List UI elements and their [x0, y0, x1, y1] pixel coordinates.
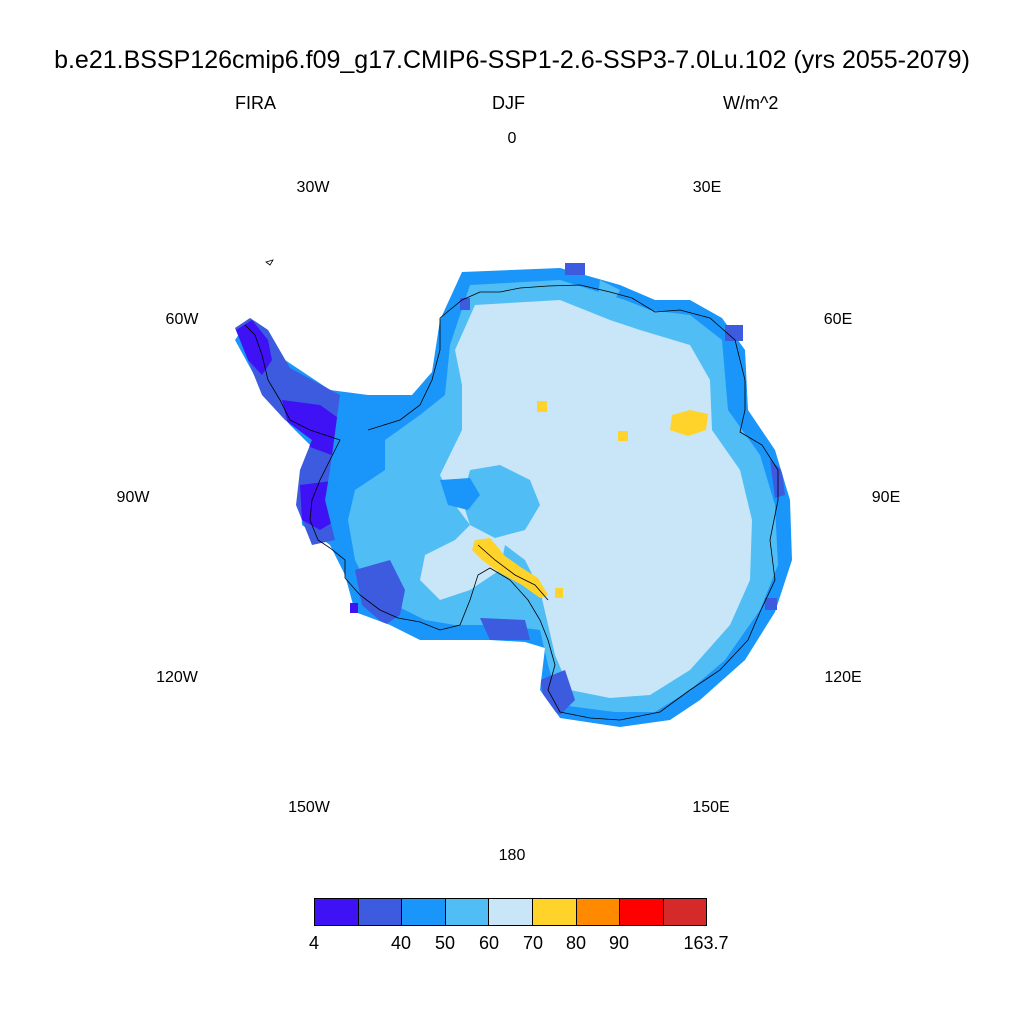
field-peninsula-base-dark — [282, 400, 340, 460]
field-peninsula-tip — [236, 320, 272, 375]
colorbar-swatch-2 — [357, 898, 403, 926]
colorbar-label-90: 90 — [608, 933, 630, 953]
field-coast-dark-3 — [725, 325, 743, 341]
lon-label-90w: 90W — [116, 489, 150, 506]
colorbar-swatch-9 — [662, 898, 708, 926]
lon-label-120e: 120E — [824, 669, 862, 686]
field-dark-patch-west — [355, 560, 405, 625]
colorbar-label-70: 70 — [522, 933, 544, 953]
lon-label-150e: 150E — [692, 799, 730, 816]
lon-label-60e: 60E — [823, 311, 853, 328]
variable-label: FIRA — [235, 93, 277, 113]
lon-label-180: 180 — [498, 847, 526, 864]
field-coast-dark-1 — [460, 298, 470, 310]
lon-label-90e: 90E — [871, 489, 901, 506]
colorbar-swatch-1 — [314, 898, 359, 926]
field-pole-patch-dark — [440, 478, 480, 510]
field-coast-patch — [598, 280, 620, 305]
colorbar-label-4: 4 — [308, 933, 320, 953]
colorbar-label-40: 40 — [390, 933, 412, 953]
colorbar-label-60: 60 — [478, 933, 500, 953]
colorbar-label-80: 80 — [565, 933, 587, 953]
field-island-dark — [350, 603, 358, 613]
colorbar-label-163-7: 163.7 — [683, 933, 729, 953]
colorbar-swatch-3 — [401, 898, 446, 926]
plot-title: b.e21.BSSP126cmip6.f09_g17.CMIP6-SSP1-2.… — [54, 46, 970, 74]
lon-label-0: 0 — [507, 130, 517, 147]
warm-cells — [472, 401, 708, 598]
lon-label-30e: 30E — [692, 179, 722, 196]
colorbar-swatch-7 — [575, 898, 621, 926]
colorbar-label-50: 50 — [434, 933, 456, 953]
coastline — [244, 259, 779, 721]
colorbar-swatch-6 — [532, 898, 577, 926]
lon-label-30w: 30W — [296, 179, 330, 196]
colorbar-swatch-5 — [488, 898, 533, 926]
units-label: W/m^2 — [723, 93, 779, 113]
colorbar-swatch-8 — [619, 898, 664, 926]
field-interior — [420, 300, 752, 698]
lon-label-120w: 120W — [156, 669, 198, 686]
lon-label-60w: 60W — [165, 311, 199, 328]
field-coast-dark-2 — [565, 263, 585, 275]
lon-label-150w: 150W — [288, 799, 330, 816]
colorbar-swatch-4 — [444, 898, 490, 926]
field-coast-dark-4 — [765, 598, 777, 610]
field-pole-patch — [462, 465, 540, 538]
season-label: DJF — [492, 93, 525, 113]
field-dark-patch-ross — [480, 618, 530, 640]
